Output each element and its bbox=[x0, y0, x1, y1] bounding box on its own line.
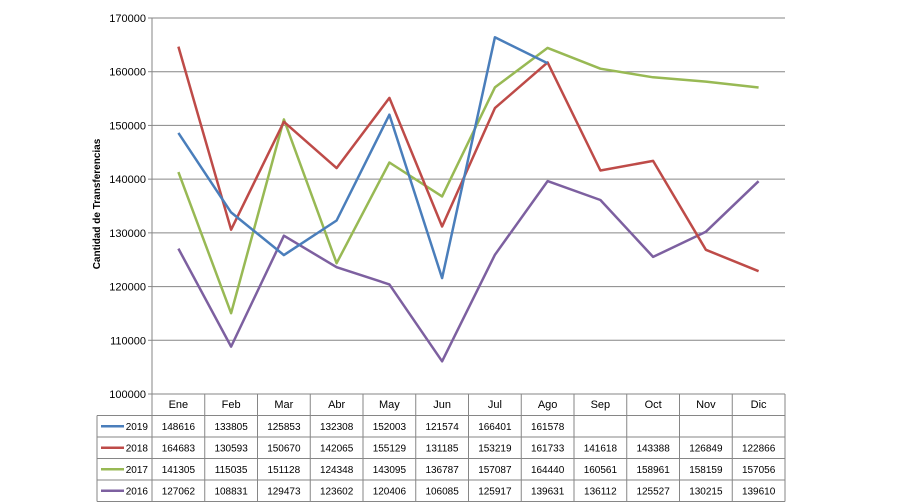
data-label: 161733 bbox=[531, 443, 565, 454]
x-tick-label: Ago bbox=[538, 399, 558, 411]
data-label: 125527 bbox=[636, 486, 670, 497]
series-line-2017 bbox=[177, 46, 759, 315]
y-axis: 100000 110000 120000 130000 140000 150000 1600… bbox=[109, 13, 153, 401]
data-label: 136787 bbox=[425, 465, 459, 476]
data-label: 157087 bbox=[478, 465, 512, 476]
series-line-2016 bbox=[177, 179, 760, 363]
legend-label-2016: 2016 bbox=[126, 486, 149, 497]
y-tick-label: 170000 bbox=[109, 13, 146, 25]
data-label: 133805 bbox=[214, 422, 248, 433]
data-label: 130215 bbox=[689, 486, 723, 497]
x-tick-label: Abr bbox=[328, 399, 345, 411]
data-label: 158159 bbox=[689, 465, 723, 476]
data-label: 127062 bbox=[162, 486, 196, 497]
data-label: 150670 bbox=[267, 443, 301, 454]
data-label: 160561 bbox=[584, 465, 618, 476]
data-label: 166401 bbox=[478, 422, 512, 433]
x-tick-label: Ene bbox=[169, 399, 189, 411]
data-label: 152003 bbox=[373, 422, 407, 433]
x-tick-label: May bbox=[379, 399, 400, 411]
x-tick-label: Oct bbox=[645, 399, 662, 411]
y-tick-label: 110000 bbox=[110, 335, 146, 347]
x-tick-label: Sep bbox=[591, 399, 611, 411]
data-label: 108831 bbox=[214, 486, 248, 497]
data-label: 141305 bbox=[162, 465, 196, 476]
x-tick-label: Jul bbox=[488, 399, 502, 411]
series-line-2019 bbox=[177, 36, 549, 280]
data-label: 164440 bbox=[531, 465, 565, 476]
data-label: 142065 bbox=[320, 443, 354, 454]
y-tick-label: 150000 bbox=[109, 120, 146, 132]
x-tick-label: Jun bbox=[433, 399, 451, 411]
data-label: 157056 bbox=[742, 465, 776, 476]
data-label: 139631 bbox=[531, 486, 565, 497]
x-tick-label: Mar bbox=[274, 399, 293, 411]
legend-label-2018: 2018 bbox=[126, 443, 149, 454]
data-label: 115035 bbox=[215, 465, 248, 476]
data-label: 132308 bbox=[320, 422, 354, 433]
x-tick-label: Feb bbox=[222, 399, 241, 411]
data-label: 123602 bbox=[320, 486, 354, 497]
data-label: 153219 bbox=[478, 443, 512, 454]
y-tick-label: 100000 bbox=[109, 389, 146, 401]
legend-label-2019: 2019 bbox=[126, 422, 149, 433]
data-label: 121574 bbox=[425, 422, 459, 433]
data-label: 136112 bbox=[584, 486, 617, 497]
data-label: 139610 bbox=[742, 486, 776, 497]
gridlines bbox=[152, 17, 785, 395]
data-label: 141618 bbox=[584, 443, 618, 454]
data-label: 161578 bbox=[531, 422, 565, 433]
data-label: 164683 bbox=[162, 443, 196, 454]
legend-label-2017: 2017 bbox=[126, 465, 149, 476]
data-label: 124348 bbox=[320, 465, 354, 476]
data-label: 129473 bbox=[267, 486, 301, 497]
y-tick-label: 130000 bbox=[109, 228, 146, 240]
data-label: 143388 bbox=[636, 443, 670, 454]
series-line-2018 bbox=[177, 46, 760, 273]
data-label: 125917 bbox=[478, 486, 512, 497]
series-lines bbox=[177, 36, 760, 363]
data-label: 151128 bbox=[268, 465, 301, 476]
data-label: 125853 bbox=[267, 422, 301, 433]
data-label: 106085 bbox=[425, 486, 459, 497]
x-tick-label: Dic bbox=[751, 399, 767, 411]
data-table: Ene Feb Mar Abr May Jun Jul Ago Sep Oct Nov Dic 2019… bbox=[96, 393, 786, 502]
data-label: 143095 bbox=[373, 465, 407, 476]
y-tick-label: 160000 bbox=[109, 67, 146, 79]
x-tick-label: Nov bbox=[696, 399, 716, 411]
y-tick-label: 120000 bbox=[109, 282, 146, 294]
y-tick-label: 140000 bbox=[109, 174, 146, 186]
data-label: 155129 bbox=[373, 443, 407, 454]
data-label: 126849 bbox=[689, 443, 723, 454]
data-label: 130593 bbox=[214, 443, 248, 454]
data-label: 120406 bbox=[373, 486, 407, 497]
data-label: 158961 bbox=[636, 465, 670, 476]
data-label: 131185 bbox=[426, 443, 459, 454]
y-axis-title: Cantidad de Transferencias bbox=[92, 138, 103, 269]
data-label: 148616 bbox=[162, 422, 196, 433]
data-label: 122866 bbox=[742, 443, 776, 454]
